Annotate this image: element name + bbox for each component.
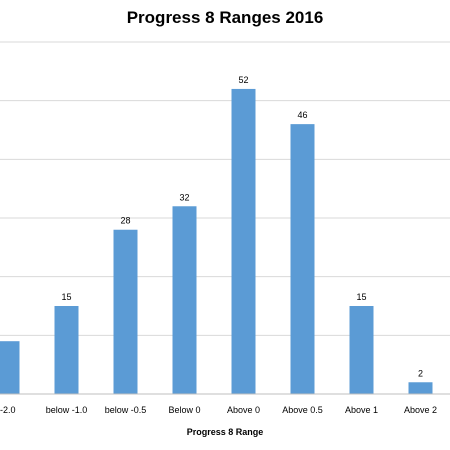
- data-label: 46: [297, 110, 307, 120]
- x-tick-label: Below 0: [168, 405, 200, 415]
- bar: [290, 124, 315, 394]
- bar: [172, 206, 197, 394]
- bar: [349, 306, 374, 394]
- x-tick-label: Above 0: [227, 405, 260, 415]
- bar: [231, 88, 256, 394]
- chart-title: Progress 8 Ranges 2016: [126, 8, 324, 27]
- x-tick-label: Above 1: [345, 405, 378, 415]
- x-axis-title: Progress 8 Range: [186, 427, 264, 437]
- data-label: 2: [418, 368, 423, 378]
- x-tick-label: -2.0: [0, 405, 16, 415]
- bar: [0, 341, 20, 394]
- x-tick-label: Above 2: [404, 405, 437, 415]
- data-label: 15: [61, 292, 71, 302]
- bar: [113, 229, 138, 394]
- x-tick-label: below -0.5: [105, 405, 147, 415]
- bar: [54, 306, 79, 394]
- x-tick-label: Above 0.5: [282, 405, 323, 415]
- data-label: 52: [238, 75, 248, 85]
- data-label: 28: [120, 216, 130, 226]
- data-label: 32: [179, 192, 189, 202]
- data-label: 15: [356, 292, 366, 302]
- x-tick-label: below -1.0: [46, 405, 88, 415]
- bar: [408, 382, 433, 394]
